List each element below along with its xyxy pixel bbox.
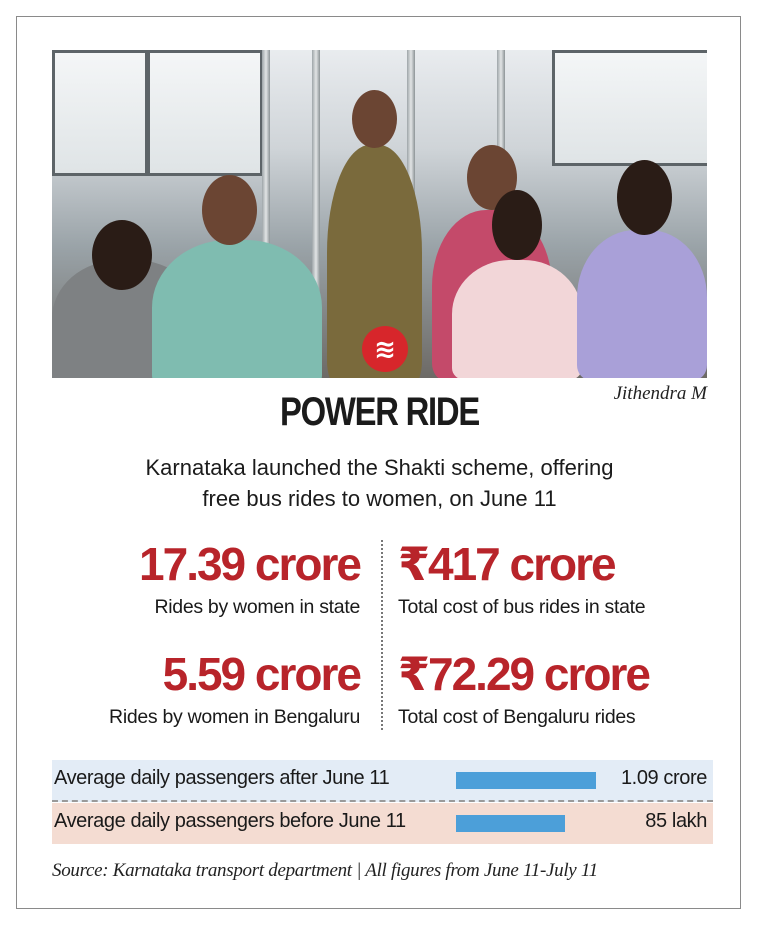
bar-value-label: 1.09 crore: [620, 767, 707, 789]
stat-value: 5.59 crore: [162, 648, 362, 700]
headline: POWER RIDE: [279, 390, 480, 434]
publication-logo-icon: ≋: [362, 326, 408, 372]
bar-after: [456, 772, 596, 789]
stat-value: ₹72.29 crore: [398, 648, 651, 700]
infographic-frame: [16, 16, 741, 909]
stat-rides-state: 17.39 crore Rides by women in state: [30, 538, 362, 620]
stat-label: Total cost of Bengaluru rides: [398, 706, 636, 728]
stat-value: 17.39 crore: [139, 538, 362, 590]
subtitle: Karnataka launched the Shakti scheme, of…: [0, 452, 759, 514]
subtitle-line-1: Karnataka launched the Shakti scheme, of…: [145, 455, 614, 480]
stat-cost-bengaluru: ₹72.29 crore Total cost of Bengaluru rid…: [398, 648, 728, 730]
photo-credit: Jithendra M: [613, 383, 707, 404]
stat-rides-bengaluru: 5.59 crore Rides by women in Bengaluru: [30, 648, 362, 730]
source-note: Source: Karnataka transport department |…: [52, 860, 598, 881]
bar-label: Average daily passengers after June 11: [54, 767, 390, 789]
bar-row-after: Average daily passengers after June 11 1…: [52, 760, 713, 802]
stat-label: Total cost of bus rides in state: [398, 596, 646, 618]
stat-label: Rides by women in state: [154, 596, 360, 618]
stat-value: ₹417 crore: [398, 538, 617, 590]
bar-row-before: Average daily passengers before June 11 …: [52, 803, 713, 844]
stat-cost-state: ₹417 crore Total cost of bus rides in st…: [398, 538, 728, 620]
bar-label: Average daily passengers before June 11: [54, 810, 406, 832]
bar-before: [456, 815, 566, 832]
column-divider: [381, 540, 383, 730]
bus-passengers-photo: [52, 50, 707, 378]
stat-label: Rides by women in Bengaluru: [109, 706, 360, 728]
subtitle-line-2: free bus rides to women, on June 11: [202, 486, 557, 511]
bar-value-label: 85 lakh: [645, 810, 707, 832]
